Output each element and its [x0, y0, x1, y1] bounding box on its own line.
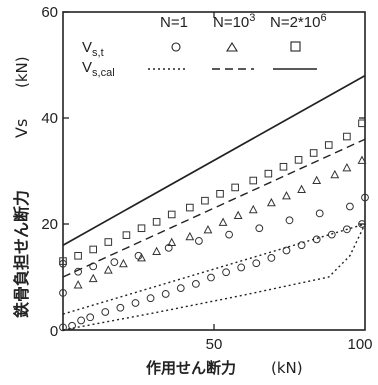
- data-point-circle-35: [361, 193, 369, 202]
- data-point-circle-1: [68, 321, 76, 330]
- data-point-circle-11: [207, 273, 215, 282]
- data-point-triangle-2: [103, 265, 113, 274]
- data-point-triangle-14: [297, 184, 307, 194]
- data-point-triangle-6: [167, 237, 177, 247]
- x-tick-label-50: 50: [206, 336, 223, 353]
- data-point-triangle-5: [152, 246, 162, 256]
- legend: N=1 N=103 N=2*106 Vs,t Vs,cal: [82, 12, 327, 79]
- data-point-triangle-1: [88, 273, 98, 283]
- data-point-triangle-15: [312, 175, 322, 185]
- x-axis-unit: (kN): [271, 359, 303, 377]
- data-point-circle-0: [59, 323, 67, 332]
- data-point-square-2: [89, 245, 98, 254]
- data-point-triangle-4: [137, 253, 146, 262]
- data-point-triangle-8: [203, 224, 213, 234]
- legend-col-n1: N=1: [160, 14, 188, 31]
- data-point-square-10: [216, 189, 224, 198]
- data-point-square-12: [249, 176, 258, 185]
- data-point-circle-10: [191, 279, 200, 288]
- data-point-square-17: [324, 141, 333, 149]
- data-point-square-4: [122, 231, 131, 239]
- data-point-triangle-18: [357, 155, 367, 164]
- data-point-square-6: [152, 218, 161, 226]
- y-axis-title: 鉄骨負担せん断力: [12, 190, 31, 318]
- data-point-circle-20: [342, 225, 351, 234]
- data-point-circle-5: [116, 303, 125, 312]
- data-point-circle-6: [131, 299, 140, 307]
- data-point-circle-30: [225, 230, 234, 239]
- legend-row-vscal: Vs,cal: [82, 59, 115, 79]
- data-point-triangle-7: [185, 231, 195, 241]
- data-point-triangle-9: [218, 217, 228, 226]
- y-tick-label-20: 20: [41, 216, 58, 233]
- data-point-circle-18: [312, 235, 321, 244]
- data-point-circle-33: [315, 209, 324, 218]
- data-point-circle-14: [252, 259, 261, 268]
- data-point-square-13: [264, 169, 273, 178]
- data-point-square-18: [343, 132, 351, 141]
- data-point-circle-15: [267, 254, 276, 262]
- data-point-square-8: [186, 203, 194, 212]
- data-point-triangle-12: [266, 197, 276, 207]
- x-axis: 50 100: [206, 12, 373, 353]
- series-line-dashed-5: [62, 138, 366, 278]
- data-point-circle-2: [77, 316, 86, 325]
- data-point-triangle-17: [342, 162, 352, 172]
- data-point-circle-4: [101, 308, 110, 316]
- legend-triangle-marker: [226, 41, 238, 52]
- legend-col-n1e3: N=103: [213, 12, 255, 31]
- x-axis-title: 作用せん断力: [146, 359, 236, 377]
- data-point-circle-26: [110, 258, 119, 267]
- data-point-square-0: [59, 257, 67, 265]
- series-line-dotted-3: [62, 223, 366, 331]
- data-point-circle-9: [176, 284, 185, 293]
- data-point-square-9: [201, 196, 209, 205]
- data-point-circle-19: [327, 230, 336, 239]
- y-tick-label-60: 60: [41, 4, 58, 21]
- data-marks: [59, 74, 369, 332]
- data-point-triangle-13: [282, 191, 291, 200]
- y-axis: 60 40 20 0: [41, 4, 365, 340]
- data-point-triangle-16: [330, 169, 340, 179]
- data-point-triangle-0: [73, 280, 83, 289]
- data-point-circle-7: [146, 294, 155, 303]
- data-point-square-16: [309, 149, 318, 157]
- data-point-circle-13: [237, 263, 246, 272]
- y-axis-unit: (kN): [13, 56, 31, 88]
- data-point-triangle-11: [248, 204, 258, 214]
- data-point-circle-12: [222, 268, 230, 277]
- data-point-circle-24: [74, 267, 82, 276]
- y-tick-label-40: 40: [41, 110, 58, 127]
- data-point-circle-29: [195, 237, 203, 245]
- data-point-triangle-3: [118, 258, 128, 268]
- data-point-square-14: [279, 162, 288, 171]
- data-point-square-15: [294, 156, 303, 164]
- data-point-square-11: [231, 183, 239, 192]
- data-point-circle-3: [86, 313, 95, 322]
- legend-circle-marker: [171, 42, 181, 52]
- y-axis-symbol: Vs: [12, 119, 31, 138]
- data-point-circle-21: [358, 220, 366, 228]
- data-point-square-5: [137, 224, 146, 233]
- data-point-square-19: [358, 119, 366, 128]
- data-point-circle-17: [297, 241, 306, 250]
- legend-col-n2e6: N=2*106: [270, 12, 327, 31]
- data-point-circle-34: [346, 202, 354, 211]
- data-point-circle-31: [255, 224, 264, 233]
- legend-row-vst: Vs,t: [82, 39, 104, 59]
- x-tick-label-100: 100: [347, 336, 372, 353]
- legend-square-marker: [290, 41, 301, 52]
- data-point-triangle-10: [233, 210, 243, 220]
- data-point-square-3: [104, 238, 113, 246]
- data-point-circle-32: [285, 216, 294, 225]
- data-point-square-1: [74, 252, 82, 260]
- data-point-circle-8: [161, 290, 170, 298]
- plot-frame: [62, 11, 366, 331]
- data-point-circle-22: [59, 289, 67, 297]
- y-tick-label-0: 0: [50, 323, 58, 340]
- series-line-solid-6: [62, 74, 366, 246]
- data-point-circle-16: [282, 246, 291, 255]
- data-point-square-7: [167, 210, 176, 219]
